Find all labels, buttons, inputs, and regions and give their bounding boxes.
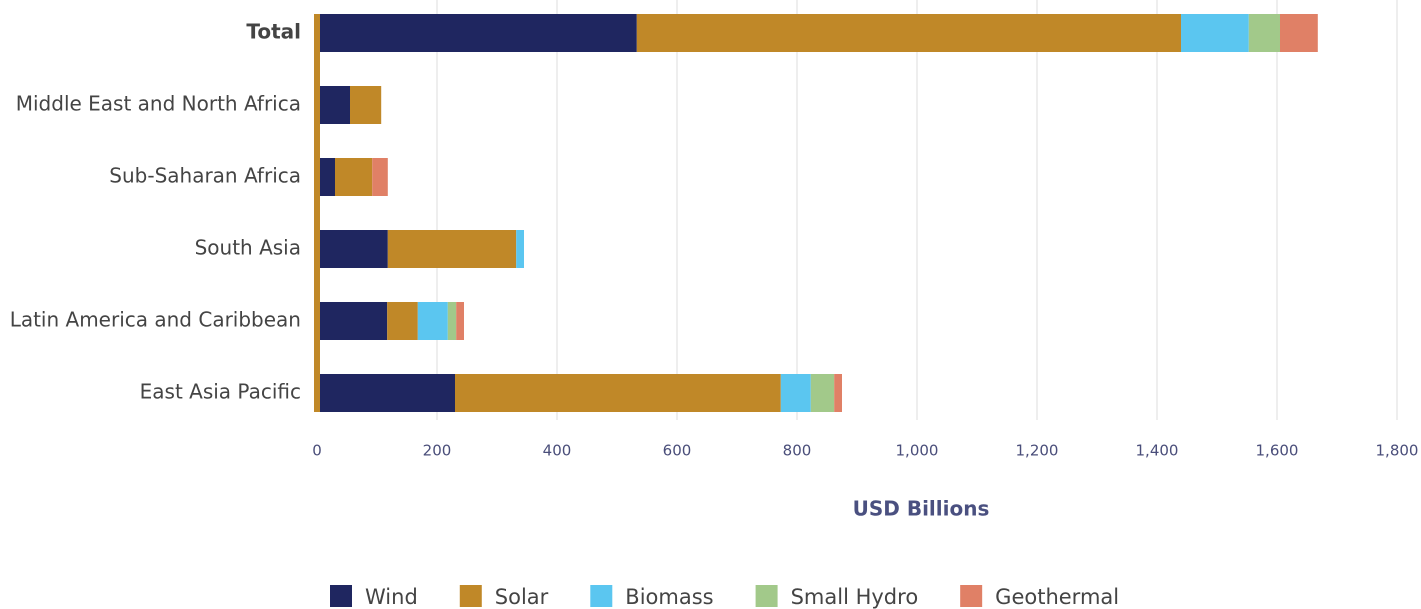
legend-swatch: [960, 585, 983, 607]
legend-label: Solar: [495, 585, 549, 609]
bar-segment: [387, 302, 418, 340]
bar-segment: [1248, 14, 1280, 52]
x-tick-label: 1,000: [896, 442, 939, 460]
bar-segment: [1181, 14, 1249, 52]
bar-segment: [320, 302, 388, 340]
legend-label: Biomass: [625, 585, 713, 609]
y-tick-label: Latin America and Caribbean: [10, 308, 301, 332]
bar-segment: [320, 14, 637, 52]
legend-swatch: [590, 585, 613, 607]
y-tick-label: South Asia: [195, 236, 301, 260]
bar-segment: [320, 230, 388, 268]
x-tick-label: 800: [783, 442, 812, 460]
bar-segment: [636, 14, 1181, 52]
bar-segment: [350, 86, 382, 124]
bar-segment: [1280, 14, 1318, 52]
x-tick-label: 0: [312, 442, 322, 460]
legend-swatch: [755, 585, 778, 607]
x-tick-label: 600: [663, 442, 692, 460]
bar-segment: [810, 374, 835, 412]
x-tick-label: 1,800: [1376, 442, 1419, 460]
x-tick-label: 1,200: [1016, 442, 1059, 460]
legend-label: Small Hydro: [791, 585, 919, 609]
y-tick-label: Middle East and North Africa: [16, 92, 301, 116]
bar-segment: [320, 158, 335, 196]
y-tick-label: Sub-Saharan Africa: [109, 164, 301, 188]
bar-segment: [834, 374, 842, 412]
x-tick-label: 1,400: [1136, 442, 1179, 460]
bar-segment: [780, 374, 811, 412]
bar-segment: [516, 230, 524, 268]
y-tick-label: East Asia Pacific: [140, 380, 301, 404]
legend-label: Wind: [365, 585, 418, 609]
x-tick-label: 400: [543, 442, 572, 460]
bar-segment: [335, 158, 373, 196]
bar-segment: [417, 302, 448, 340]
legend-swatch: [330, 585, 352, 607]
bar-segment: [456, 302, 464, 340]
bar-segment: [320, 374, 455, 412]
legend-swatch: [459, 585, 482, 607]
x-tick-label: 200: [423, 442, 452, 460]
bar-segment: [320, 86, 350, 124]
bar-segment: [447, 302, 457, 340]
bar-segment: [455, 374, 781, 412]
x-axis-title: USD Billions: [853, 497, 990, 521]
bar-segment: [372, 158, 388, 196]
y-tick-label: Total: [246, 20, 301, 44]
legend-label: Geothermal: [995, 585, 1119, 609]
x-tick-label: 1,600: [1256, 442, 1299, 460]
bar-segment: [387, 230, 517, 268]
